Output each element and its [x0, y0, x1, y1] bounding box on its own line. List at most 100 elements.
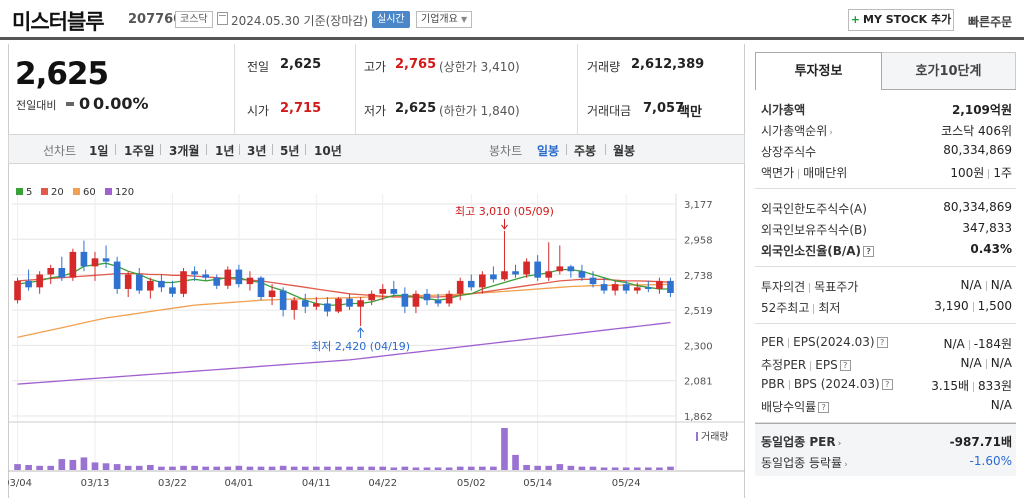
volume-bar	[467, 466, 475, 470]
help-icon[interactable]: ?	[881, 379, 893, 390]
period-daily[interactable]: 일봉	[537, 144, 560, 158]
volume-bar	[611, 467, 619, 470]
volume-bar	[58, 459, 66, 470]
divider	[810, 360, 812, 371]
divider	[605, 144, 606, 155]
chevron-right-icon[interactable]: ›	[837, 439, 842, 449]
volume-value: 2,612,389	[631, 57, 705, 72]
period-weekly[interactable]: 주봉	[574, 144, 597, 158]
volume-bar	[69, 459, 77, 470]
volume-bar	[512, 454, 519, 470]
period-5y[interactable]: 5년	[280, 144, 300, 158]
volume-bar	[279, 465, 287, 470]
plus-icon: +	[850, 13, 861, 26]
period-3m[interactable]: 3개월	[169, 144, 200, 158]
high-annotation: 최고 3,010 (05/09)	[455, 205, 554, 218]
divider	[355, 44, 356, 134]
volume-bar	[235, 465, 243, 470]
volume-bar	[246, 466, 254, 470]
candle	[589, 277, 597, 285]
info-value: N/A -184원	[943, 337, 1012, 351]
chevron-right-icon[interactable]: ›	[829, 128, 833, 138]
y-tick-label: 2,300	[684, 341, 713, 352]
volume-bar	[390, 467, 398, 470]
help-icon[interactable]: ?	[876, 337, 888, 348]
tab-order-book[interactable]: 호가10단계	[882, 52, 1016, 90]
info-label: 외국인소진율(B/A)?	[761, 242, 875, 259]
info-row: 추정PER EPS? N/A N/A	[755, 353, 1016, 374]
candle	[102, 258, 110, 262]
info-row: 외국인소진율(B/A)? 0.43%	[755, 239, 1016, 260]
info-groups: 시가총액 2,109억원 시가총액순위 › 코스닥 406위 상장주식수 80,334,86…	[755, 90, 1016, 476]
candle	[534, 261, 541, 278]
divider	[809, 282, 811, 293]
current-price: 2,625	[15, 56, 109, 92]
period-3y[interactable]: 3년	[247, 144, 267, 158]
volume-bar	[479, 466, 486, 470]
low-value: 2,625	[395, 101, 437, 116]
volume-bar	[268, 466, 276, 470]
divider	[234, 44, 235, 134]
info-value: 80,334,869	[943, 200, 1012, 214]
period-10y[interactable]: 10년	[314, 144, 342, 158]
candle	[58, 268, 66, 278]
info-value: N/A N/A	[960, 356, 1012, 370]
prev-close-value: 2,625	[280, 57, 322, 72]
chevron-right-icon[interactable]: ›	[844, 460, 848, 470]
candle	[313, 303, 320, 307]
volume-bar	[445, 467, 453, 470]
period-1d[interactable]: 1일	[89, 144, 109, 158]
info-row: 52주최고 최저 3,190 1,500	[755, 296, 1016, 317]
y-tick-label: 1,862	[684, 412, 713, 423]
x-tick-label: 04/11	[302, 478, 331, 489]
candle	[324, 303, 331, 312]
period-1y[interactable]: 1년	[215, 144, 235, 158]
period-1w[interactable]: 1주일	[124, 144, 155, 158]
info-label: PER EPS(2024.03)?	[761, 335, 888, 349]
tab-investment-info[interactable]: 투자정보	[755, 52, 882, 90]
help-icon[interactable]: ?	[818, 402, 830, 413]
help-icon[interactable]: ?	[839, 360, 851, 371]
x-tick-label: 05/02	[457, 478, 486, 489]
volume-bar	[169, 466, 176, 470]
candle	[235, 269, 243, 285]
divider	[882, 89, 1016, 90]
candle	[633, 287, 641, 291]
candle	[335, 298, 342, 312]
market-badge: 코스닥	[175, 11, 213, 28]
info-row: PER EPS(2024.03)? N/A -184원	[755, 332, 1016, 353]
amount-unit: 백만	[678, 105, 702, 120]
candle	[390, 288, 398, 294]
candle	[445, 293, 453, 304]
volume-bar	[412, 467, 420, 470]
realtime-button[interactable]: 실시간	[372, 11, 410, 28]
x-tick-label: 05/24	[612, 478, 641, 489]
volume-bar	[80, 457, 88, 470]
amount-value: 7,057	[643, 101, 685, 116]
x-tick-label: 05/14	[523, 478, 552, 489]
volume-bar	[25, 464, 32, 470]
period-monthly[interactable]: 월봉	[613, 144, 636, 158]
legend-label: 20	[51, 187, 64, 198]
y-tick-label: 2,738	[684, 271, 713, 282]
divider	[305, 144, 306, 155]
info-row: 배당수익률? N/A	[755, 395, 1016, 416]
add-mystock-button[interactable]: + MY STOCK 추가	[848, 9, 954, 31]
volume-bar	[36, 465, 43, 470]
candle	[622, 284, 630, 291]
volume-bar	[667, 466, 674, 470]
info-row: 액면가 매매단위 100원 1주	[755, 161, 1016, 182]
info-label: 동일업종 등락률 ›	[761, 456, 848, 470]
help-icon[interactable]: ?	[863, 246, 875, 257]
quick-order-button[interactable]: 빠른주문	[968, 15, 1013, 29]
info-tabs: 투자정보 호가10단계	[755, 52, 1016, 90]
candle	[545, 271, 553, 278]
candle	[169, 287, 176, 294]
candle	[180, 271, 187, 294]
investment-info-panel: 투자정보 호가10단계 시가총액 2,109억원 시가총액순위 › 코스닥 406위 상장…	[755, 52, 1016, 476]
company-overview-dropdown[interactable]: 기업개요 ▼	[416, 11, 473, 28]
price-chart[interactable]: 3,177 2,958 2,738 2,519 2,300 2,081 1,862 5 20 60…	[8, 168, 745, 498]
divider	[160, 144, 161, 155]
candle	[202, 274, 209, 278]
candle	[379, 288, 387, 294]
